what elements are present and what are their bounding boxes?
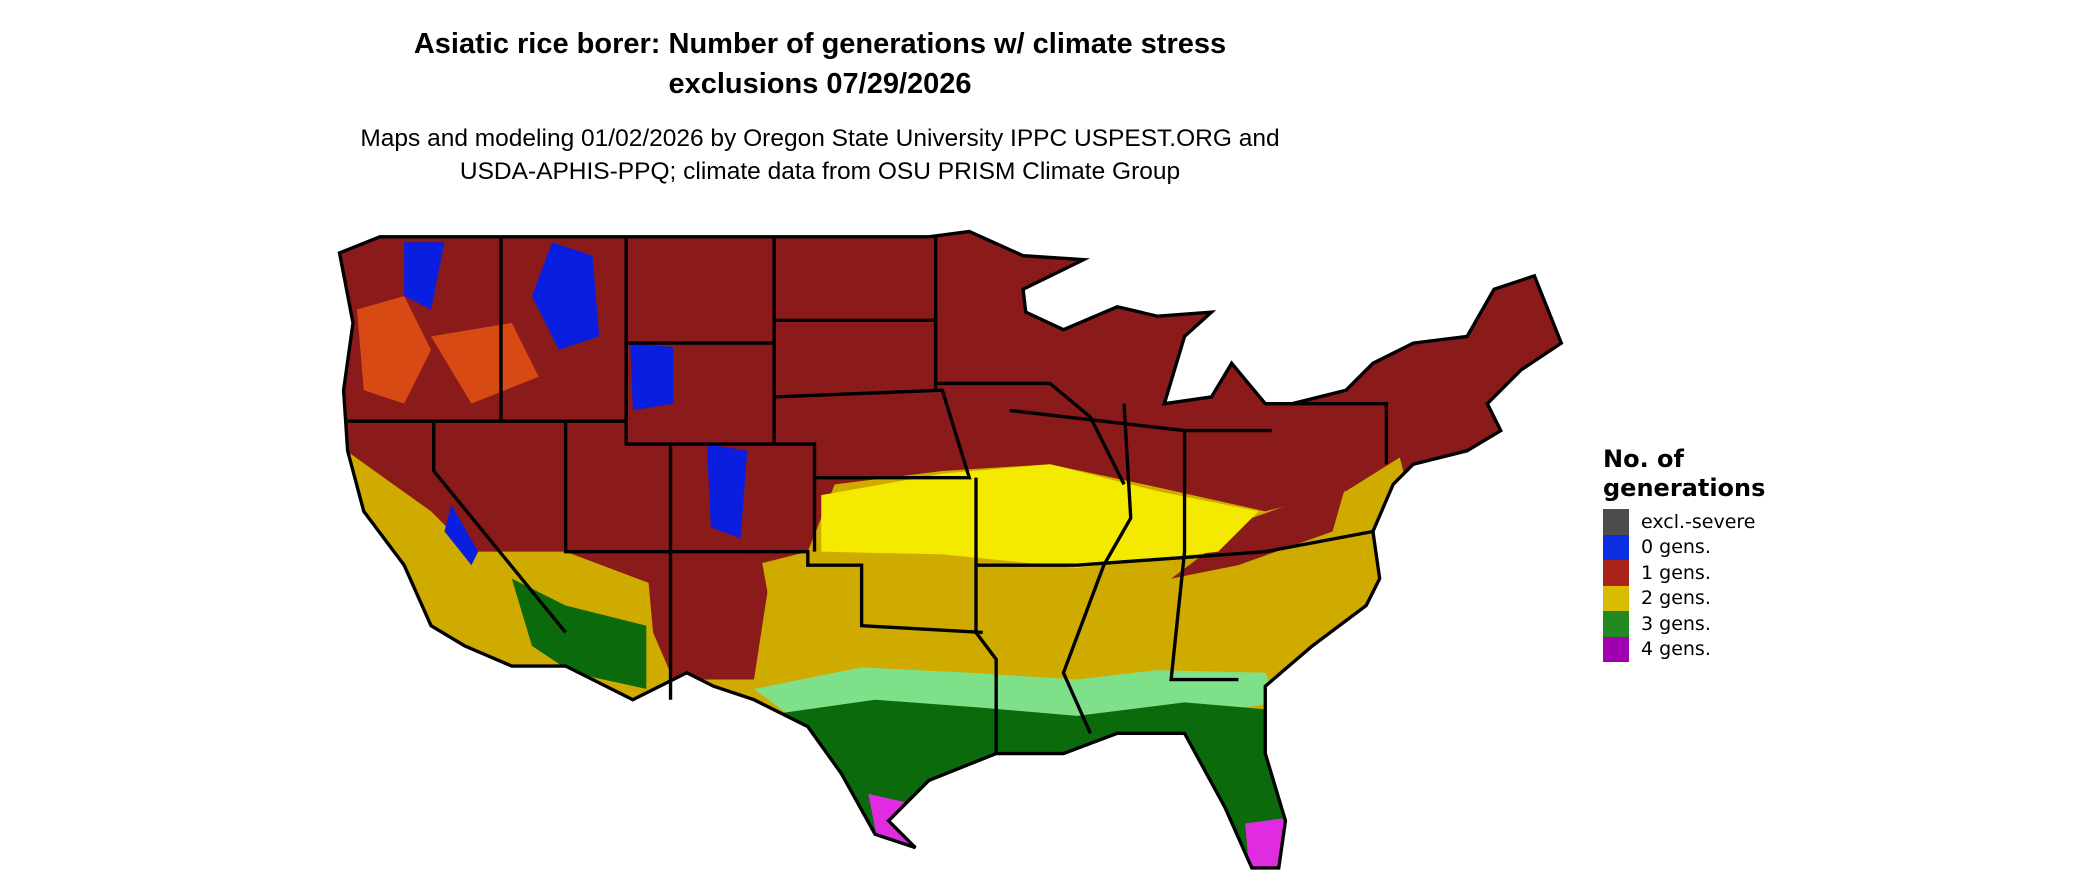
zone-0-gen	[706, 444, 748, 539]
zone-0-gen	[630, 343, 674, 411]
zone-0-gen	[444, 504, 479, 566]
zone-0-gen	[531, 242, 600, 350]
zone-2-gen-light	[821, 464, 1259, 568]
legend-item: 2 gens.	[1603, 585, 1765, 611]
legend-swatch	[1603, 509, 1629, 535]
legend-label: 4 gens.	[1641, 638, 1711, 661]
legend-item: excl.-severe	[1603, 509, 1765, 535]
legend-swatch	[1603, 560, 1629, 586]
legend-swatch	[1603, 534, 1629, 560]
zone-3-gen	[780, 699, 1293, 868]
zone-1-gen-interior	[646, 554, 768, 680]
map-title-line2: exclusions 07/29/2026	[668, 68, 972, 100]
legend-item: 1 gens.	[1603, 560, 1765, 586]
legend-label: 2 gens.	[1641, 587, 1711, 610]
legend-title-line1: No. of	[1603, 445, 1684, 473]
legend-title-line2: generations	[1603, 474, 1766, 502]
legend-swatch	[1603, 585, 1629, 611]
subtitle-line1: Maps and modeling 01/02/2026 by Oregon S…	[360, 125, 1280, 152]
legend-item: 4 gens.	[1603, 636, 1765, 662]
legend-label: excl.-severe	[1641, 510, 1756, 533]
state-borders	[337, 229, 1563, 870]
legend-swatch	[1603, 611, 1629, 637]
legend-swatch	[1603, 636, 1629, 662]
zone-1-gen-light	[357, 296, 432, 404]
map-title-line1: Asiatic rice borer: Number of generation…	[413, 28, 1227, 60]
legend-item: 3 gens.	[1603, 611, 1765, 637]
legend-item: 0 gens.	[1603, 534, 1765, 560]
legend-label: 0 gens.	[1641, 536, 1711, 559]
subtitle-line2: USDA-APHIS-PPQ; climate data from OSU PR…	[459, 158, 1181, 185]
zone-0-gen	[404, 242, 445, 310]
zone-1-gen-light	[431, 322, 539, 404]
legend-label: 1 gens.	[1641, 561, 1711, 584]
legend-label: 3 gens.	[1641, 612, 1711, 635]
legend: No. of generations excl.-severe 0 gens. 1 …	[1603, 445, 1765, 662]
